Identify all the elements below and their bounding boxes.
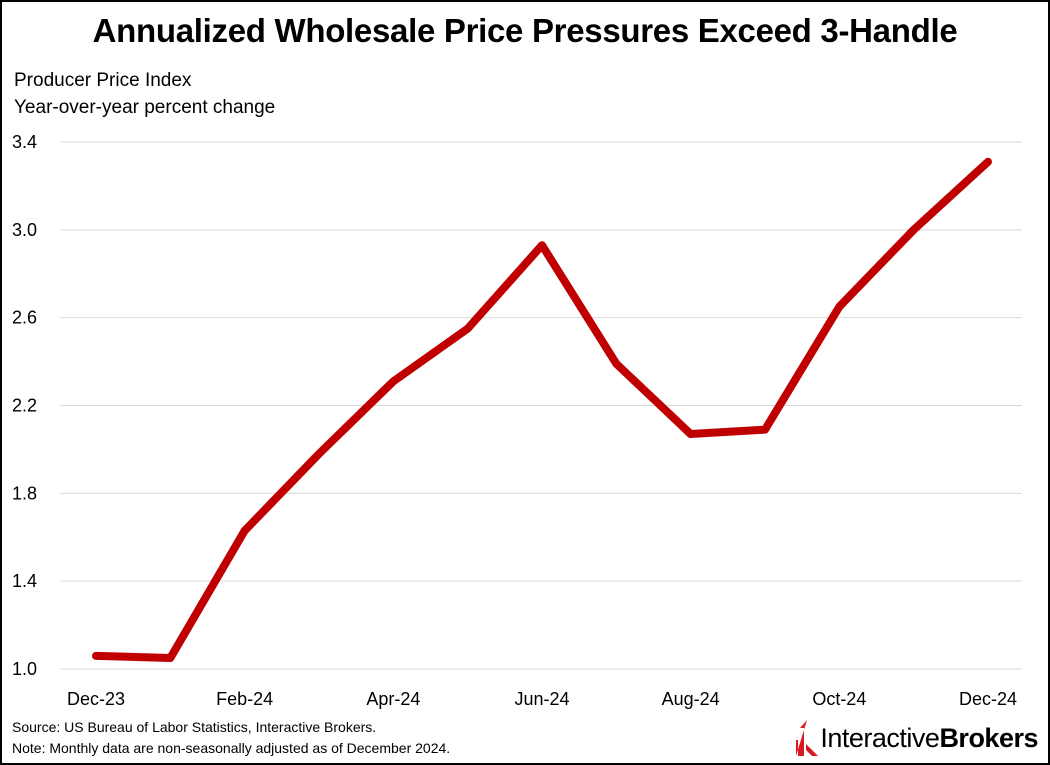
gridlines [60, 141, 1022, 670]
chart-subtitle-series: Producer Price Index [14, 70, 192, 91]
y-tick-label: 1.4 [12, 571, 37, 591]
ib-logo-icon [796, 720, 819, 756]
interactive-brokers-logo: InteractiveBrokers [796, 720, 1038, 756]
chart-subtitle-units: Year-over-year percent change [14, 97, 276, 118]
y-tick-label: 3.0 [12, 220, 37, 240]
x-tick-label: Apr-24 [366, 689, 420, 709]
logo-wordmark: InteractiveBrokers [820, 723, 1038, 754]
x-tick-label: Dec-24 [959, 689, 1017, 709]
logo-word-interactive: Interactive [820, 722, 940, 753]
logo-word-brokers: Brokers [939, 722, 1038, 753]
y-tick-label: 1.8 [12, 483, 37, 503]
x-tick-label: Oct-24 [812, 689, 866, 709]
y-tick-label: 1.0 [12, 659, 37, 679]
x-tick-label: Jun-24 [514, 689, 569, 709]
series-line-ppi [92, 157, 992, 663]
chart-title: Annualized Wholesale Price Pressures Exc… [92, 12, 958, 49]
y-tick-label: 2.2 [12, 396, 37, 416]
footer-source: Source: US Bureau of Labor Statistics, I… [12, 719, 377, 735]
x-tick-label: Feb-24 [216, 689, 273, 709]
footer-note: Note: Monthly data are non-seasonally ad… [12, 740, 451, 756]
series-points [95, 161, 989, 659]
x-tick-label: Dec-23 [67, 689, 125, 709]
y-tick-label: 2.6 [12, 308, 37, 328]
y-axis: 1.0 1.4 1.8 2.2 2.6 3.0 3.4 [12, 132, 37, 679]
x-axis: Dec-23 Feb-24 Apr-24 Jun-24 Aug-24 Oct-24 Dec-… [67, 689, 1017, 709]
x-tick-label: Aug-24 [662, 689, 720, 709]
y-tick-label: 3.4 [12, 132, 37, 152]
